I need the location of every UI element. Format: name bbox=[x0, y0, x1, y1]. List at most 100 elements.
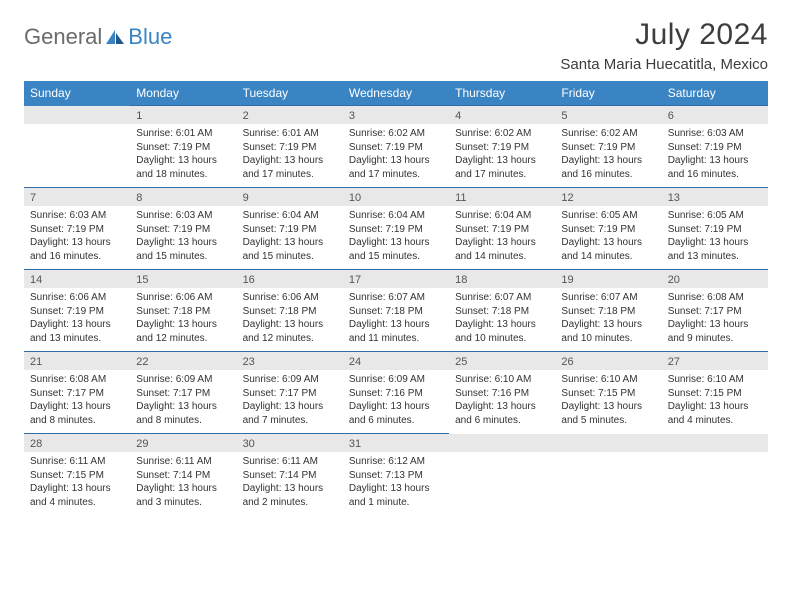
daylight-line-2: and 13 minutes. bbox=[668, 250, 762, 264]
calendar-day-cell: 13Sunrise: 6:05 AMSunset: 7:19 PMDayligh… bbox=[662, 188, 768, 270]
day-number: 21 bbox=[24, 352, 130, 370]
day-number bbox=[24, 106, 130, 124]
daylight-line-1: Daylight: 13 hours bbox=[349, 236, 443, 250]
sunset-line: Sunset: 7:18 PM bbox=[455, 305, 549, 319]
day-number: 14 bbox=[24, 270, 130, 288]
daylight-line-1: Daylight: 13 hours bbox=[136, 236, 230, 250]
day-number: 20 bbox=[662, 270, 768, 288]
day-number bbox=[662, 434, 768, 452]
sunset-line: Sunset: 7:19 PM bbox=[668, 223, 762, 237]
sunset-line: Sunset: 7:14 PM bbox=[136, 469, 230, 483]
daylight-line-2: and 6 minutes. bbox=[455, 414, 549, 428]
weekday-header: Thursday bbox=[449, 81, 555, 106]
calendar-day-cell: 20Sunrise: 6:08 AMSunset: 7:17 PMDayligh… bbox=[662, 270, 768, 352]
daylight-line-2: and 15 minutes. bbox=[243, 250, 337, 264]
sunset-line: Sunset: 7:17 PM bbox=[136, 387, 230, 401]
day-body: Sunrise: 6:03 AMSunset: 7:19 PMDaylight:… bbox=[130, 206, 236, 269]
calendar-day-cell: 23Sunrise: 6:09 AMSunset: 7:17 PMDayligh… bbox=[237, 352, 343, 434]
calendar-day-cell: 8Sunrise: 6:03 AMSunset: 7:19 PMDaylight… bbox=[130, 188, 236, 270]
daylight-line-2: and 1 minute. bbox=[349, 496, 443, 510]
calendar-day-cell: 24Sunrise: 6:09 AMSunset: 7:16 PMDayligh… bbox=[343, 352, 449, 434]
calendar-week-row: 28Sunrise: 6:11 AMSunset: 7:15 PMDayligh… bbox=[24, 434, 768, 516]
daylight-line-2: and 9 minutes. bbox=[668, 332, 762, 346]
day-number: 2 bbox=[237, 106, 343, 124]
daylight-line-2: and 8 minutes. bbox=[136, 414, 230, 428]
daylight-line-1: Daylight: 13 hours bbox=[243, 318, 337, 332]
daylight-line-1: Daylight: 13 hours bbox=[561, 154, 655, 168]
calendar-day-cell: 30Sunrise: 6:11 AMSunset: 7:14 PMDayligh… bbox=[237, 434, 343, 516]
day-number bbox=[449, 434, 555, 452]
daylight-line-2: and 8 minutes. bbox=[30, 414, 124, 428]
calendar-day-cell: 7Sunrise: 6:03 AMSunset: 7:19 PMDaylight… bbox=[24, 188, 130, 270]
day-body: Sunrise: 6:04 AMSunset: 7:19 PMDaylight:… bbox=[237, 206, 343, 269]
sunrise-line: Sunrise: 6:08 AM bbox=[668, 291, 762, 305]
daylight-line-1: Daylight: 13 hours bbox=[243, 154, 337, 168]
calendar-day-cell bbox=[555, 434, 661, 516]
daylight-line-2: and 17 minutes. bbox=[349, 168, 443, 182]
sunset-line: Sunset: 7:19 PM bbox=[668, 141, 762, 155]
calendar-day-cell: 9Sunrise: 6:04 AMSunset: 7:19 PMDaylight… bbox=[237, 188, 343, 270]
day-body: Sunrise: 6:12 AMSunset: 7:13 PMDaylight:… bbox=[343, 452, 449, 515]
sunrise-line: Sunrise: 6:04 AM bbox=[455, 209, 549, 223]
sunset-line: Sunset: 7:18 PM bbox=[349, 305, 443, 319]
calendar-day-cell bbox=[662, 434, 768, 516]
daylight-line-2: and 18 minutes. bbox=[136, 168, 230, 182]
daylight-line-2: and 17 minutes. bbox=[455, 168, 549, 182]
sunrise-line: Sunrise: 6:05 AM bbox=[561, 209, 655, 223]
weekday-row: Sunday Monday Tuesday Wednesday Thursday… bbox=[24, 81, 768, 106]
daylight-line-1: Daylight: 13 hours bbox=[668, 236, 762, 250]
sunset-line: Sunset: 7:15 PM bbox=[561, 387, 655, 401]
sunrise-line: Sunrise: 6:10 AM bbox=[668, 373, 762, 387]
daylight-line-1: Daylight: 13 hours bbox=[136, 154, 230, 168]
daylight-line-1: Daylight: 13 hours bbox=[668, 318, 762, 332]
sunrise-line: Sunrise: 6:11 AM bbox=[136, 455, 230, 469]
sunrise-line: Sunrise: 6:09 AM bbox=[349, 373, 443, 387]
day-number: 4 bbox=[449, 106, 555, 124]
daylight-line-2: and 13 minutes. bbox=[30, 332, 124, 346]
title-block: July 2024 Santa Maria Huecatitla, Mexico bbox=[560, 18, 768, 73]
daylight-line-1: Daylight: 13 hours bbox=[455, 318, 549, 332]
day-number: 28 bbox=[24, 434, 130, 452]
calendar-day-cell: 21Sunrise: 6:08 AMSunset: 7:17 PMDayligh… bbox=[24, 352, 130, 434]
day-body: Sunrise: 6:11 AMSunset: 7:14 PMDaylight:… bbox=[130, 452, 236, 515]
weekday-header: Monday bbox=[130, 81, 236, 106]
sunset-line: Sunset: 7:19 PM bbox=[349, 223, 443, 237]
sunset-line: Sunset: 7:16 PM bbox=[349, 387, 443, 401]
brand-logo: General Blue bbox=[24, 18, 172, 50]
day-number: 25 bbox=[449, 352, 555, 370]
daylight-line-2: and 12 minutes. bbox=[243, 332, 337, 346]
daylight-line-2: and 16 minutes. bbox=[561, 168, 655, 182]
calendar-day-cell: 11Sunrise: 6:04 AMSunset: 7:19 PMDayligh… bbox=[449, 188, 555, 270]
sunrise-line: Sunrise: 6:07 AM bbox=[349, 291, 443, 305]
calendar-body: 1Sunrise: 6:01 AMSunset: 7:19 PMDaylight… bbox=[24, 106, 768, 516]
calendar-day-cell: 28Sunrise: 6:11 AMSunset: 7:15 PMDayligh… bbox=[24, 434, 130, 516]
calendar-table: Sunday Monday Tuesday Wednesday Thursday… bbox=[24, 81, 768, 515]
day-number: 29 bbox=[130, 434, 236, 452]
sunrise-line: Sunrise: 6:11 AM bbox=[243, 455, 337, 469]
daylight-line-2: and 10 minutes. bbox=[561, 332, 655, 346]
day-number bbox=[555, 434, 661, 452]
day-body bbox=[555, 452, 661, 508]
day-number: 5 bbox=[555, 106, 661, 124]
calendar-day-cell: 6Sunrise: 6:03 AMSunset: 7:19 PMDaylight… bbox=[662, 106, 768, 188]
calendar-day-cell: 26Sunrise: 6:10 AMSunset: 7:15 PMDayligh… bbox=[555, 352, 661, 434]
day-body: Sunrise: 6:05 AMSunset: 7:19 PMDaylight:… bbox=[555, 206, 661, 269]
daylight-line-1: Daylight: 13 hours bbox=[30, 236, 124, 250]
daylight-line-1: Daylight: 13 hours bbox=[455, 236, 549, 250]
daylight-line-1: Daylight: 13 hours bbox=[136, 400, 230, 414]
sunrise-line: Sunrise: 6:06 AM bbox=[136, 291, 230, 305]
daylight-line-1: Daylight: 13 hours bbox=[30, 318, 124, 332]
sunrise-line: Sunrise: 6:11 AM bbox=[30, 455, 124, 469]
daylight-line-2: and 2 minutes. bbox=[243, 496, 337, 510]
calendar-day-cell: 4Sunrise: 6:02 AMSunset: 7:19 PMDaylight… bbox=[449, 106, 555, 188]
sunrise-line: Sunrise: 6:04 AM bbox=[243, 209, 337, 223]
daylight-line-2: and 3 minutes. bbox=[136, 496, 230, 510]
daylight-line-1: Daylight: 13 hours bbox=[561, 236, 655, 250]
day-body: Sunrise: 6:09 AMSunset: 7:17 PMDaylight:… bbox=[130, 370, 236, 433]
day-number: 26 bbox=[555, 352, 661, 370]
day-number: 10 bbox=[343, 188, 449, 206]
daylight-line-1: Daylight: 13 hours bbox=[349, 482, 443, 496]
day-body: Sunrise: 6:10 AMSunset: 7:15 PMDaylight:… bbox=[555, 370, 661, 433]
calendar-week-row: 21Sunrise: 6:08 AMSunset: 7:17 PMDayligh… bbox=[24, 352, 768, 434]
daylight-line-2: and 5 minutes. bbox=[561, 414, 655, 428]
